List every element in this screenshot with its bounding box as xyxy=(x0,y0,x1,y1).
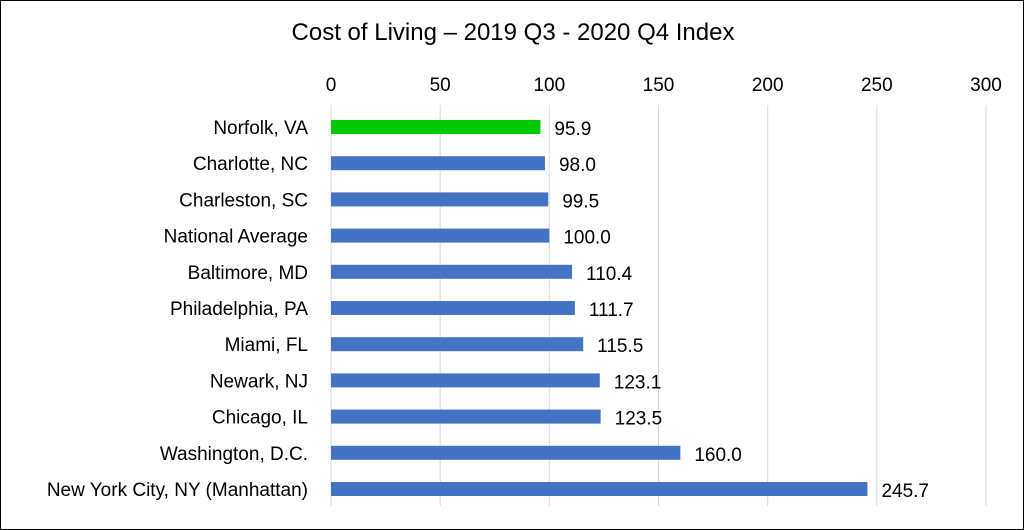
category-label: Norfolk, VA xyxy=(213,118,308,139)
data-label: 115.5 xyxy=(597,336,643,357)
data-label: 100.0 xyxy=(563,228,611,249)
bars xyxy=(331,120,868,496)
category-label: Charlotte, NC xyxy=(193,154,308,175)
category-label: Charleston, SC xyxy=(179,190,308,211)
category-label: New York City, NY (Manhattan) xyxy=(47,480,308,501)
bar xyxy=(331,120,541,134)
x-tick-label: 300 xyxy=(970,75,1002,96)
bar xyxy=(331,156,545,171)
data-labels: 95.9 98.0 99.5 100.0 110.4 111.7 115.5 123.1 123… xyxy=(554,119,929,502)
bar xyxy=(331,301,575,315)
category-labels: Norfolk, VA Charlotte, NC Charleston, SC Na… xyxy=(47,118,309,501)
bar xyxy=(331,192,549,207)
category-label: Baltimore, MD xyxy=(188,263,308,284)
bar xyxy=(331,264,573,279)
x-tick-label: 200 xyxy=(752,75,784,96)
category-label: Philadelphia, PA xyxy=(170,299,308,320)
bar xyxy=(331,409,601,424)
x-tick-label: 100 xyxy=(533,75,565,96)
data-label: 99.5 xyxy=(562,191,599,212)
data-label: 245.7 xyxy=(881,481,929,502)
x-tick-label: 50 xyxy=(430,75,451,96)
chart-title: Cost of Living – 2019 Q3 - 2020 Q4 Index xyxy=(291,19,735,46)
category-label: Newark, NJ xyxy=(210,371,308,392)
x-tick-label: 0 xyxy=(326,75,337,96)
data-label: 95.9 xyxy=(554,119,591,140)
data-label: 123.5 xyxy=(615,409,663,430)
category-label: Washington, D.C. xyxy=(160,444,308,465)
data-label: 98.0 xyxy=(559,155,596,176)
data-label: 123.1 xyxy=(614,372,662,393)
x-axis-ticks: 0 50 100 150 200 250 300 xyxy=(326,75,1002,96)
bar xyxy=(331,445,681,460)
bar xyxy=(331,373,600,388)
bar xyxy=(331,337,584,352)
x-tick-label: 250 xyxy=(861,75,893,96)
data-label: 160.0 xyxy=(694,445,742,466)
data-label: 110.4 xyxy=(586,264,633,285)
bar xyxy=(331,228,550,243)
bar xyxy=(331,482,868,496)
category-label: National Average xyxy=(164,227,308,248)
data-label: 111.7 xyxy=(589,300,634,321)
category-label: Chicago, IL xyxy=(212,408,308,429)
category-label: Miami, FL xyxy=(225,335,308,356)
x-tick-label: 150 xyxy=(643,75,675,96)
